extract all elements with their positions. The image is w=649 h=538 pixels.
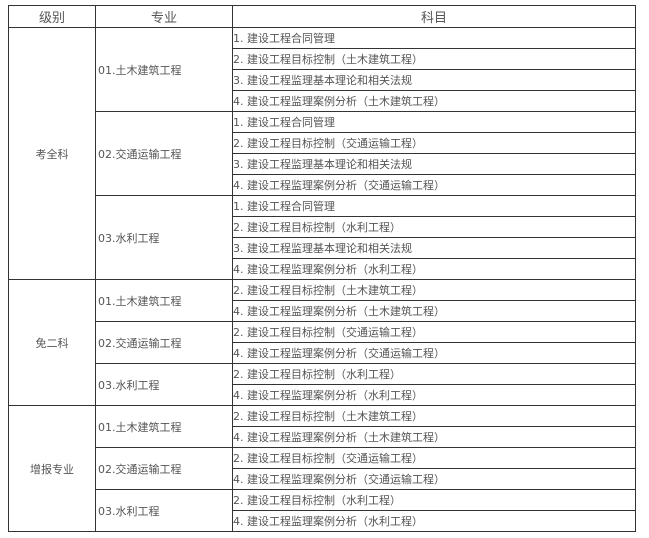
table-row: 3. 建设工程监理基本理论和相关法规 [9,153,636,175]
level-cell: 考全科 [8,27,96,280]
header-subject: 科目 [232,5,636,28]
level-cell: 增报专业 [8,405,96,532]
table-row: 4. 建设工程监理案例分析（水利工程） [9,510,636,532]
subject-cell: 2. 建设工程目标控制（交通运输工程） [232,447,636,469]
major-cell: 02.交通运输工程 [95,111,233,196]
subject-cell: 3. 建设工程监理基本理论和相关法规 [232,237,636,259]
subject-cell: 2. 建设工程目标控制（交通运输工程） [232,132,636,154]
table-row: 4. 建设工程监理案例分析（土木建筑工程） [9,426,636,448]
table-row: 02.交通运输工程 2. 建设工程目标控制（交通运输工程） [9,447,636,490]
subject-cell: 4. 建设工程监理案例分析（土木建筑工程） [232,426,636,448]
subject-cell: 3. 建设工程监理基本理论和相关法规 [232,153,636,175]
subject-cell: 2. 建设工程目标控制（土木建筑工程） [232,405,636,427]
table-row: 增报专业 01.土木建筑工程 2. 建设工程目标控制（土木建筑工程） [8,405,636,532]
subject-cell: 2. 建设工程目标控制（水利工程） [232,216,636,238]
table-row: 02.交通运输工程 1. 建设工程合同管理 [9,111,636,196]
subject-cell: 4. 建设工程监理案例分析（水利工程） [232,384,636,406]
table-row: 免二科 01.土木建筑工程 2. 建设工程目标控制（土木建筑工程） [8,279,636,406]
subject-cell: 2. 建设工程目标控制（交通运输工程） [232,321,636,343]
subject-cell: 1. 建设工程合同管理 [232,195,636,217]
subject-cell: 4. 建设工程监理案例分析（土木建筑工程） [232,300,636,322]
table-row: 4. 建设工程监理案例分析（水利工程） [9,258,636,280]
level-cell: 免二科 [8,279,96,406]
major-cell: 01.土木建筑工程 [95,279,233,322]
header-level: 级别 [8,5,96,28]
subject-cell: 2. 建设工程目标控制（土木建筑工程） [232,48,636,70]
table-row: 4. 建设工程监理案例分析（土木建筑工程） [9,300,636,322]
subject-cell: 4. 建设工程监理案例分析（土木建筑工程） [232,90,636,112]
major-cell: 01.土木建筑工程 [95,27,233,112]
subject-cell: 2. 建设工程目标控制（水利工程） [232,363,636,385]
major-cell: 02.交通运输工程 [95,447,233,490]
table-row: 03.水利工程 2. 建设工程目标控制（水利工程） [9,363,636,406]
major-cell: 03.水利工程 [95,363,233,406]
subject-cell: 4. 建设工程监理案例分析（交通运输工程） [232,174,636,196]
major-cell: 03.水利工程 [95,489,233,532]
major-cell: 01.土木建筑工程 [95,405,233,448]
header-row: 级别 专业 科目 [8,5,636,28]
table-row: 03.水利工程 2. 建设工程目标控制（水利工程） [9,489,636,532]
table-row: 03.水利工程 1. 建设工程合同管理 [9,195,636,280]
subject-cell: 4. 建设工程监理案例分析（交通运输工程） [232,342,636,364]
subject-cell: 2. 建设工程目标控制（土木建筑工程） [232,279,636,301]
subject-cell: 2. 建设工程目标控制（水利工程） [232,489,636,511]
subject-cell: 1. 建设工程合同管理 [232,111,636,133]
subject-cell: 1. 建设工程合同管理 [232,27,636,49]
subject-cell: 4. 建设工程监理案例分析（水利工程） [232,510,636,532]
major-cell: 02.交通运输工程 [95,321,233,364]
table-row: 4. 建设工程监理案例分析（交通运输工程） [9,468,636,490]
subject-cell: 4. 建设工程监理案例分析（水利工程） [232,258,636,280]
subject-cell: 3. 建设工程监理基本理论和相关法规 [232,69,636,91]
table-row: 考全科 01.土木建筑工程 1. 建设工程合同管理 [8,27,636,280]
exam-subjects-table: 级别 专业 科目 考全科 01.土木建筑工程 1. 建设工程合同管理 2. 建设工程目… [8,5,636,532]
header-major: 专业 [95,5,233,28]
major-cell: 03.水利工程 [95,195,233,280]
subject-cell: 4. 建设工程监理案例分析（交通运输工程） [232,468,636,490]
table-row: 02.交通运输工程 2. 建设工程目标控制（交通运输工程） [9,321,636,364]
